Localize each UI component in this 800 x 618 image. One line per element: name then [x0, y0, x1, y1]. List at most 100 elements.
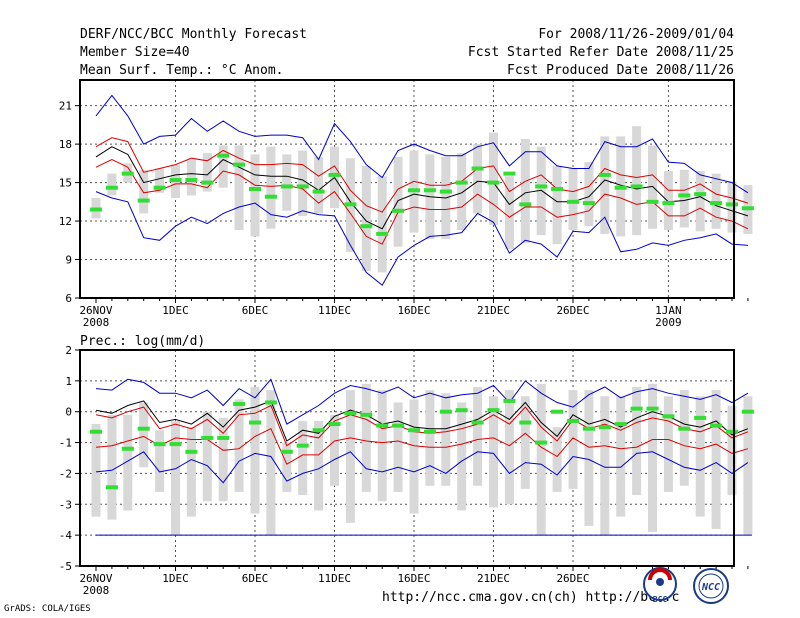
ensemble-box: [632, 126, 642, 236]
ensemble-box: [266, 390, 276, 536]
observation-marker: [408, 188, 420, 193]
y-tick-label: -3: [59, 498, 72, 511]
x-tick-year-label: 2009: [655, 316, 682, 329]
spread-upper-line: [95, 404, 749, 447]
ensemble-box: [632, 387, 642, 496]
ensemble-box: [616, 396, 626, 517]
ensemble-box: [473, 144, 483, 214]
x-tick-label: 11DEC: [318, 572, 351, 585]
ensemble-box: [568, 390, 578, 489]
ensemble-box: [234, 145, 244, 231]
bcc-logo: BCC: [640, 566, 680, 606]
ensemble-box: [218, 417, 228, 502]
ensemble-box: [107, 173, 117, 196]
x-tick-label: 16DEC: [397, 304, 430, 317]
observation-marker: [519, 202, 532, 207]
observation-marker: [614, 422, 627, 427]
observation-marker: [360, 412, 373, 417]
observation-marker: [121, 446, 134, 451]
website-links[interactable]: http://ncc.cma.gov.cn(ch) http://bcc.c: [382, 590, 680, 605]
observation-marker: [249, 187, 261, 191]
observation-marker: [312, 428, 325, 433]
observation-marker: [503, 398, 516, 403]
ensemble-box: [377, 176, 387, 273]
observation-marker: [121, 171, 134, 176]
observation-marker: [137, 426, 150, 431]
observation-marker: [153, 442, 166, 447]
y-tick-label: 1: [65, 375, 72, 388]
ensemble-box: [489, 396, 498, 508]
ensemble-box: [186, 159, 196, 196]
ensemble-box: [345, 390, 355, 523]
ensemble-box: [139, 169, 149, 214]
y-tick-label: 0: [65, 406, 72, 419]
observation-marker: [741, 409, 754, 414]
observation-marker: [439, 189, 452, 194]
x-tick-label: 26NOV: [79, 304, 112, 317]
observation-marker: [423, 429, 436, 434]
spread-upper-line: [95, 137, 749, 213]
panel-label: Prec.: log(mm/d): [80, 334, 205, 349]
ensemble-box: [663, 171, 673, 231]
y-tick-label: -2: [59, 467, 72, 480]
ensemble-box: [695, 171, 705, 232]
x-tick-year-label: 2008: [83, 316, 110, 329]
observation-marker: [233, 162, 246, 167]
observation-marker: [217, 153, 230, 158]
observation-marker: [503, 171, 516, 176]
ensemble-box: [743, 396, 753, 536]
observation-marker: [567, 418, 579, 423]
observation-marker: [487, 408, 500, 413]
ensemble-max-line: [95, 94, 749, 194]
ensemble-box: [679, 169, 689, 228]
ensemble-box: [504, 390, 514, 505]
observation-marker: [630, 406, 643, 411]
observation-marker: [312, 189, 325, 194]
ensemble-box: [314, 420, 324, 511]
ncc-logo: NCC: [690, 566, 730, 606]
observation-marker: [90, 429, 102, 434]
ensemble-box: [91, 424, 101, 517]
observation-marker: [217, 435, 230, 440]
y-tick-label: 2: [65, 344, 72, 357]
y-tick-label: 21: [59, 100, 72, 113]
ensemble-min-line: [95, 451, 749, 484]
observation-marker: [201, 180, 214, 185]
observation-marker: [614, 185, 627, 190]
y-tick-label: -1: [59, 437, 72, 450]
plot-frame: [79, 349, 735, 567]
ensemble-box: [186, 427, 196, 517]
ensemble-box: [552, 165, 562, 245]
x-tick-label: 16DEC: [397, 572, 430, 585]
observation-marker: [264, 400, 277, 405]
ensemble-box: [679, 390, 689, 486]
observation-marker: [646, 406, 659, 411]
observation-marker: [694, 192, 707, 197]
ensemble-box: [282, 442, 292, 492]
observation-marker: [582, 426, 595, 431]
observation-marker: [439, 409, 452, 414]
x-tick-label: 6DEC: [242, 572, 269, 585]
observation-marker: [678, 193, 691, 198]
ensemble-mean-line: [95, 400, 749, 442]
ensemble-box: [711, 390, 721, 529]
y-tick-label: 18: [59, 138, 72, 151]
ensemble-min-line: [95, 191, 748, 286]
ensemble-max-line: [95, 378, 749, 425]
ensemble-box: [139, 402, 149, 468]
ensemble-box: [314, 156, 324, 214]
ensemble-box: [377, 390, 387, 502]
y-tick-label: 6: [65, 292, 72, 305]
ensemble-box: [234, 399, 244, 492]
y-tick-label: -4: [59, 529, 73, 542]
ensemble-box: [457, 153, 467, 231]
observation-marker: [153, 185, 166, 190]
ensemble-box: [330, 414, 339, 486]
ensemble-box: [600, 396, 610, 536]
observation-marker: [741, 206, 754, 211]
ensemble-box: [489, 132, 498, 225]
member-size: Member Size=40: [80, 45, 190, 60]
y-tick-label: -5: [59, 560, 72, 573]
x-tick-label: 11DEC: [318, 304, 351, 317]
observation-marker: [360, 224, 373, 229]
